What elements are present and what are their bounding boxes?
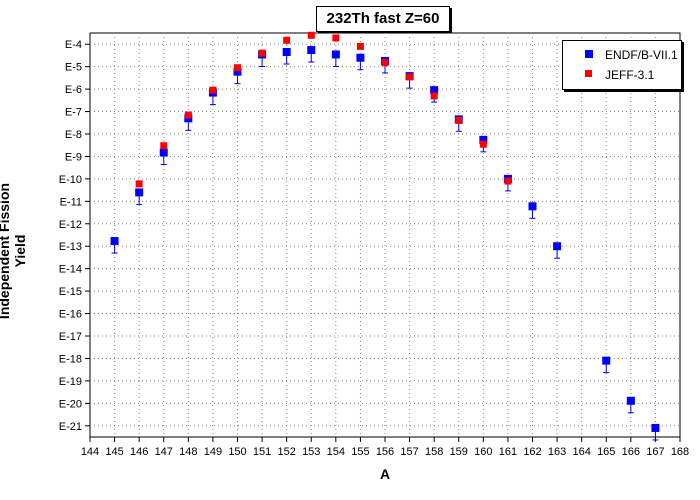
data-point-endf bbox=[282, 48, 291, 57]
x-tick-label: 157 bbox=[400, 446, 418, 458]
x-tick-label: 153 bbox=[302, 446, 320, 458]
y-tick-label: E-17 bbox=[59, 331, 82, 343]
data-point-endf bbox=[381, 56, 389, 65]
x-tick-label: 147 bbox=[155, 446, 173, 458]
y-tick-label: E-14 bbox=[59, 264, 82, 276]
x-tick-label: 167 bbox=[646, 446, 664, 458]
x-tick-label: 161 bbox=[499, 446, 517, 458]
y-tick-label: E-6 bbox=[65, 84, 82, 96]
x-tick-label: 152 bbox=[277, 446, 295, 458]
x-axis-label: A bbox=[379, 466, 391, 482]
legend: ENDF/B-VII.1 JEFF-3.1 bbox=[562, 40, 682, 90]
data-point-endf bbox=[430, 86, 439, 95]
legend-label-endf: ENDF/B-VII.1 bbox=[605, 48, 678, 62]
legend-swatch-jeff bbox=[585, 70, 592, 77]
y-tick-label: E-7 bbox=[65, 107, 82, 119]
legend-label-jeff: JEFF-3.1 bbox=[605, 68, 655, 82]
data-point-endf bbox=[503, 174, 512, 183]
data-point-endf bbox=[159, 148, 168, 157]
data-point-jeff bbox=[283, 36, 291, 44]
data-point-endf bbox=[454, 115, 463, 124]
legend-swatch-endf bbox=[585, 50, 593, 58]
y-tick-label: E-12 bbox=[59, 219, 82, 231]
data-point-jeff bbox=[430, 92, 438, 100]
y-tick-label: E-16 bbox=[59, 309, 82, 321]
data-point-jeff bbox=[381, 59, 389, 67]
y-tick-label: E-18 bbox=[59, 353, 82, 365]
data-point-endf bbox=[135, 188, 144, 197]
data-point-endf bbox=[184, 114, 193, 123]
data-point-endf bbox=[356, 53, 365, 62]
x-tick-label: 163 bbox=[548, 446, 566, 458]
data-point-endf bbox=[233, 67, 242, 76]
y-tick-label: E-21 bbox=[59, 421, 82, 433]
y-tick-label: E-5 bbox=[65, 62, 82, 74]
data-point-endf bbox=[626, 396, 635, 405]
x-tick-label: 145 bbox=[105, 446, 123, 458]
x-tick-label: 149 bbox=[204, 446, 222, 458]
data-point-jeff bbox=[135, 180, 143, 188]
x-tick-label: 165 bbox=[597, 446, 615, 458]
y-tick-label: E-8 bbox=[65, 129, 82, 141]
x-tick-label: 155 bbox=[351, 446, 369, 458]
data-point-endf bbox=[553, 242, 562, 251]
data-point-jeff bbox=[234, 64, 241, 72]
y-tick-label: E-13 bbox=[59, 241, 82, 253]
legend-item-jeff: JEFF-3.1 bbox=[563, 65, 681, 85]
data-point-jeff bbox=[184, 111, 192, 119]
data-point-endf bbox=[258, 50, 267, 59]
x-tick-label: 158 bbox=[425, 446, 443, 458]
x-tick-label: 146 bbox=[130, 446, 148, 458]
data-point-jeff bbox=[504, 177, 512, 185]
y-tick-label: E-11 bbox=[60, 196, 82, 208]
x-tick-label: 148 bbox=[179, 446, 197, 458]
x-tick-label: 151 bbox=[253, 446, 271, 458]
y-tick-label: E-4 bbox=[65, 39, 82, 51]
x-tick-label: 164 bbox=[572, 446, 590, 458]
x-tick-label: 166 bbox=[622, 446, 640, 458]
x-tick-label: 144 bbox=[81, 446, 99, 458]
data-point-jeff bbox=[332, 34, 340, 42]
x-tick-label: 154 bbox=[327, 446, 345, 458]
x-tick-label: 156 bbox=[376, 446, 394, 458]
data-point-jeff bbox=[209, 86, 217, 94]
plot-frame bbox=[89, 32, 681, 438]
data-point-endf bbox=[208, 88, 217, 97]
data-point-endf bbox=[307, 46, 316, 55]
x-tick-label: 162 bbox=[523, 446, 541, 458]
y-tick-label: E-20 bbox=[59, 398, 82, 410]
data-point-jeff bbox=[307, 31, 315, 39]
data-point-jeff bbox=[455, 116, 463, 124]
legend-item-endf: ENDF/B-VII.1 bbox=[563, 45, 681, 65]
y-axis-label: Independent Fission Yield bbox=[0, 182, 28, 320]
data-point-endf bbox=[479, 135, 488, 144]
y-tick-label: E-9 bbox=[65, 151, 82, 163]
data-point-jeff bbox=[356, 42, 364, 50]
data-point-endf bbox=[331, 50, 340, 59]
x-tick-label: 160 bbox=[474, 446, 492, 458]
data-point-endf bbox=[651, 423, 660, 432]
y-tick-label: E-19 bbox=[59, 376, 82, 388]
data-point-endf bbox=[528, 202, 537, 211]
x-tick-label: 150 bbox=[228, 446, 246, 458]
y-tick-label: E-15 bbox=[59, 286, 82, 298]
chart-title: 232Th fast Z=60 bbox=[316, 6, 450, 32]
data-point-jeff bbox=[479, 140, 487, 148]
x-tick-label: 159 bbox=[450, 446, 468, 458]
x-tick-label: 168 bbox=[671, 446, 689, 458]
data-point-endf bbox=[405, 72, 414, 81]
data-point-jeff bbox=[160, 142, 168, 150]
data-point-endf bbox=[602, 356, 611, 365]
data-point-endf bbox=[110, 237, 119, 246]
data-point-jeff bbox=[406, 73, 414, 81]
data-point-jeff bbox=[258, 49, 266, 57]
y-tick-label: E-10 bbox=[59, 174, 82, 186]
